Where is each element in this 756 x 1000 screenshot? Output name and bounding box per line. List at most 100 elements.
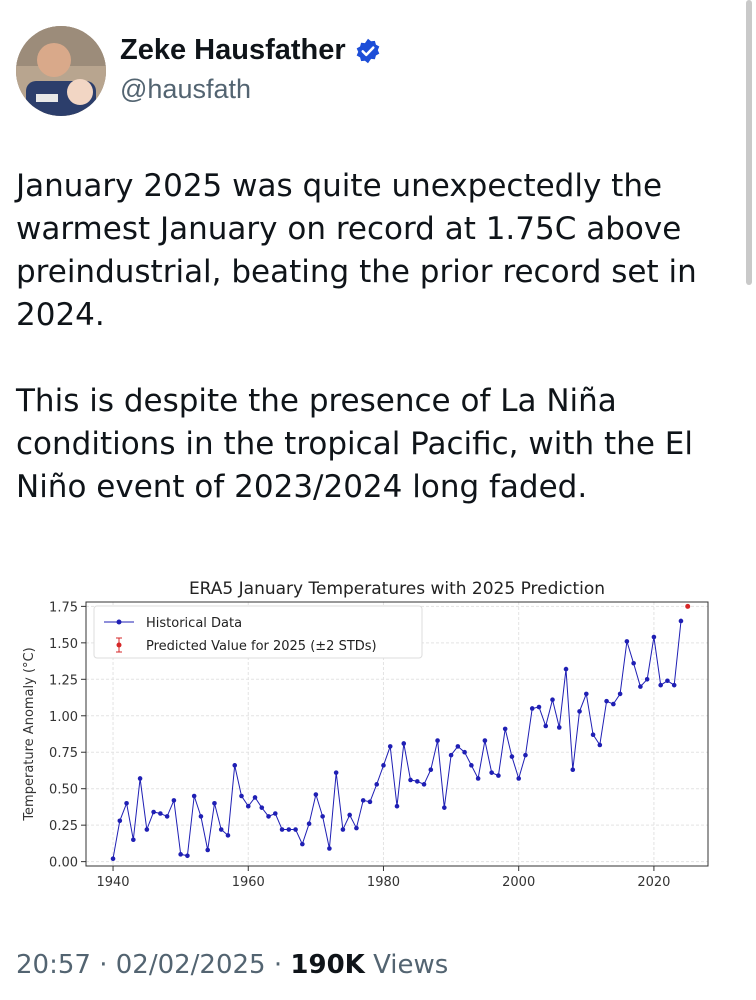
legend-marker-predicted: [116, 642, 122, 648]
data-point: [597, 742, 603, 748]
data-point: [671, 682, 677, 688]
data-point: [313, 792, 319, 797]
legend-label-predicted: Predicted Value for 2025 (±2 STDs): [146, 639, 377, 654]
legend-box: [93, 605, 423, 659]
data-point: [523, 752, 528, 758]
x-tick-label: 1960: [232, 875, 265, 890]
data-point: [414, 779, 420, 784]
author-name-row[interactable]: Zeke Hausfather: [120, 34, 382, 67]
y-tick-label: 1.25: [49, 673, 78, 688]
data-point: [239, 793, 244, 799]
data-point: [482, 738, 488, 743]
data-point: [205, 847, 210, 853]
tweet-text: January 2025 was quite unexpectedly the …: [16, 168, 697, 505]
data-point: [259, 805, 265, 810]
y-tick-label: 0.25: [49, 819, 78, 834]
plot-frame: [85, 601, 709, 867]
y-tick-label: 0.50: [49, 783, 78, 798]
data-point: [374, 782, 380, 787]
data-point: [556, 725, 562, 730]
data-point: [110, 856, 116, 862]
data-point: [529, 706, 535, 711]
data-point: [435, 738, 440, 743]
data-point: [340, 827, 346, 832]
views-count: 190K: [290, 950, 365, 980]
data-point: [225, 833, 231, 838]
scrollbar[interactable]: [746, 0, 752, 285]
data-point: [665, 678, 670, 684]
data-point: [584, 691, 589, 697]
y-tick-label: 1.75: [49, 600, 78, 615]
data-point: [509, 754, 515, 759]
data-point: [658, 682, 663, 688]
meta-separator: ·: [273, 950, 283, 980]
data-point: [617, 691, 623, 697]
data-point: [543, 723, 549, 729]
tweet-time[interactable]: 20:57: [16, 950, 91, 980]
data-point: [570, 767, 576, 773]
data-point: [347, 812, 352, 818]
data-point: [401, 741, 407, 746]
data-point: [306, 821, 312, 827]
data-point: [273, 811, 278, 816]
data-point: [604, 698, 609, 704]
data-point: [442, 805, 447, 810]
data-point: [158, 811, 163, 816]
predicted-point: [685, 603, 691, 609]
legend-marker-historical: [116, 619, 122, 625]
data-point: [232, 763, 238, 768]
x-tick-label: 1980: [367, 875, 400, 890]
data-point: [475, 776, 481, 781]
data-point: [502, 726, 508, 732]
data-point: [131, 837, 136, 843]
y-axis-label: Temperature Anomaly (°C): [22, 647, 37, 821]
data-point: [117, 818, 123, 824]
data-point: [563, 666, 569, 672]
avatar[interactable]: [16, 26, 106, 116]
data-point: [279, 827, 285, 832]
data-point: [678, 618, 684, 624]
data-point: [252, 795, 258, 800]
data-point: [489, 770, 494, 775]
data-point: [536, 704, 542, 710]
data-point: [590, 732, 596, 738]
data-point: [245, 803, 251, 809]
data-point: [496, 773, 501, 778]
data-point: [550, 697, 555, 703]
data-point: [327, 846, 332, 851]
data-point: [354, 825, 359, 831]
data-point: [469, 763, 474, 768]
data-point: [631, 660, 636, 666]
x-tick-label: 1940: [96, 875, 129, 890]
data-point: [266, 814, 271, 819]
data-point: [191, 793, 197, 799]
data-point: [408, 777, 413, 783]
views-label: Views: [373, 950, 449, 980]
data-point: [333, 770, 339, 775]
x-tick-label: 2020: [637, 875, 670, 890]
data-point: [185, 853, 190, 859]
legend-label-historical: Historical Data: [146, 616, 242, 631]
data-point: [360, 798, 366, 803]
data-point: [320, 814, 325, 819]
data-point: [638, 684, 643, 689]
data-point: [651, 634, 657, 640]
verified-badge-icon: [356, 38, 379, 63]
data-point: [611, 701, 616, 707]
data-point: [171, 798, 177, 803]
author-name[interactable]: Zeke Hausfather: [120, 34, 346, 66]
data-point: [462, 749, 467, 755]
data-point: [198, 814, 204, 819]
y-tick-label: 0.00: [49, 856, 78, 871]
data-point: [178, 852, 183, 857]
author-handle[interactable]: @hausfath: [120, 74, 251, 104]
x-tick-label: 2000: [502, 875, 535, 890]
tweet-meta: 20:57 · 02/02/2025 · 190K Views: [16, 950, 448, 980]
data-point: [164, 814, 170, 819]
data-point: [448, 752, 454, 758]
tweet-date[interactable]: 02/02/2025: [115, 950, 266, 980]
chart-title: ERA5 January Temperatures with 2025 Pred…: [189, 579, 605, 599]
data-point: [381, 763, 386, 768]
data-point: [151, 809, 156, 815]
data-point: [137, 776, 143, 781]
